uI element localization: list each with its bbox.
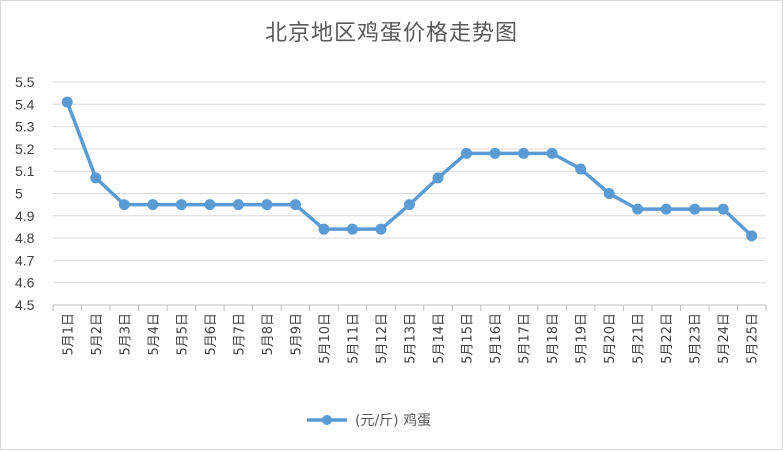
- x-tick-label: 5月12日: [375, 313, 390, 364]
- x-tick-label: 5月9日: [289, 313, 304, 356]
- y-tick-label: 5.3: [15, 119, 35, 135]
- data-point: [289, 199, 301, 211]
- x-tick-label: 5月10日: [318, 313, 333, 364]
- x-tick-label: 5月24日: [717, 313, 732, 364]
- y-tick-label: 5: [15, 186, 23, 202]
- x-tick-label: 5月11日: [346, 313, 361, 364]
- data-point: [546, 147, 558, 159]
- data-point: [118, 199, 130, 211]
- data-point: [518, 147, 530, 159]
- data-point: [175, 199, 187, 211]
- data-point: [432, 172, 444, 184]
- x-tick-label: 5月25日: [746, 313, 761, 364]
- x-tick-label: 5月3日: [118, 313, 133, 356]
- x-tick-label: 5月16日: [489, 313, 504, 364]
- x-tick-label: 5月18日: [546, 313, 561, 364]
- y-tick-label: 5.2: [15, 141, 35, 157]
- data-point: [61, 96, 73, 108]
- y-tick-label: 4.7: [15, 252, 35, 268]
- data-point: [489, 147, 501, 159]
- x-tick-label: 5月4日: [147, 313, 162, 356]
- data-point: [232, 199, 244, 211]
- data-point: [404, 199, 415, 211]
- data-point: [375, 223, 387, 235]
- x-tick-label: 5月7日: [232, 313, 247, 356]
- data-point: [632, 203, 644, 215]
- data-point: [90, 172, 102, 184]
- data-point: [575, 163, 587, 175]
- legend-label: (元/斤) 鸡蛋: [355, 412, 431, 429]
- x-tick-label: 5月22日: [660, 313, 675, 364]
- data-point: [346, 223, 358, 235]
- data-point: [461, 147, 473, 159]
- y-tick-label: 4.9: [15, 208, 35, 224]
- x-tick-label: 5月1日: [61, 313, 76, 356]
- y-tick-label: 5.5: [15, 74, 35, 90]
- data-point: [147, 199, 159, 211]
- x-tick-label: 5月15日: [461, 313, 476, 364]
- x-tick-label: 5月13日: [404, 313, 419, 364]
- x-axis-ticks: 5月1日 5月2日 5月3日 5月4日 5月5日 5月6日 5月7日 5月8日 5月9日 5月10…: [61, 313, 760, 364]
- x-axis: [52, 304, 767, 311]
- data-point: [603, 188, 615, 199]
- x-tick-label: 5月5日: [175, 313, 190, 356]
- data-point: [204, 199, 216, 211]
- data-point: [689, 203, 701, 215]
- y-tick-label: 4.8: [15, 230, 35, 246]
- series-group: [61, 96, 758, 242]
- x-tick-label: 5月14日: [432, 313, 447, 364]
- legend-marker: [322, 415, 332, 425]
- y-tick-label: 5.4: [15, 96, 35, 112]
- data-point: [318, 223, 330, 235]
- x-tick-label: 5月8日: [261, 313, 276, 356]
- gridlines: [53, 81, 766, 306]
- data-point: [261, 199, 273, 211]
- legend: (元/斤) 鸡蛋: [307, 412, 431, 429]
- x-tick-label: 5月2日: [90, 313, 105, 356]
- x-tick-label: 5月6日: [204, 313, 219, 356]
- data-point: [717, 203, 729, 215]
- x-tick-label: 5月23日: [689, 313, 704, 364]
- y-tick-label: 5.1: [15, 163, 35, 179]
- data-point: [660, 203, 672, 215]
- y-axis-ticks: 4.5 4.6 4.7 4.8 4.9 5 5.1 5.2 5.3 5.4 5.5: [15, 74, 35, 313]
- x-tick-label: 5月21日: [632, 313, 647, 364]
- x-tick-label: 5月20日: [603, 313, 618, 364]
- x-tick-label: 5月19日: [575, 313, 590, 364]
- data-point: [746, 230, 758, 242]
- y-tick-label: 4.6: [15, 275, 35, 291]
- x-tick-label: 5月17日: [518, 313, 533, 364]
- chart-title: 北京地区鸡蛋价格走势图: [264, 21, 518, 46]
- y-tick-label: 4.5: [15, 297, 35, 313]
